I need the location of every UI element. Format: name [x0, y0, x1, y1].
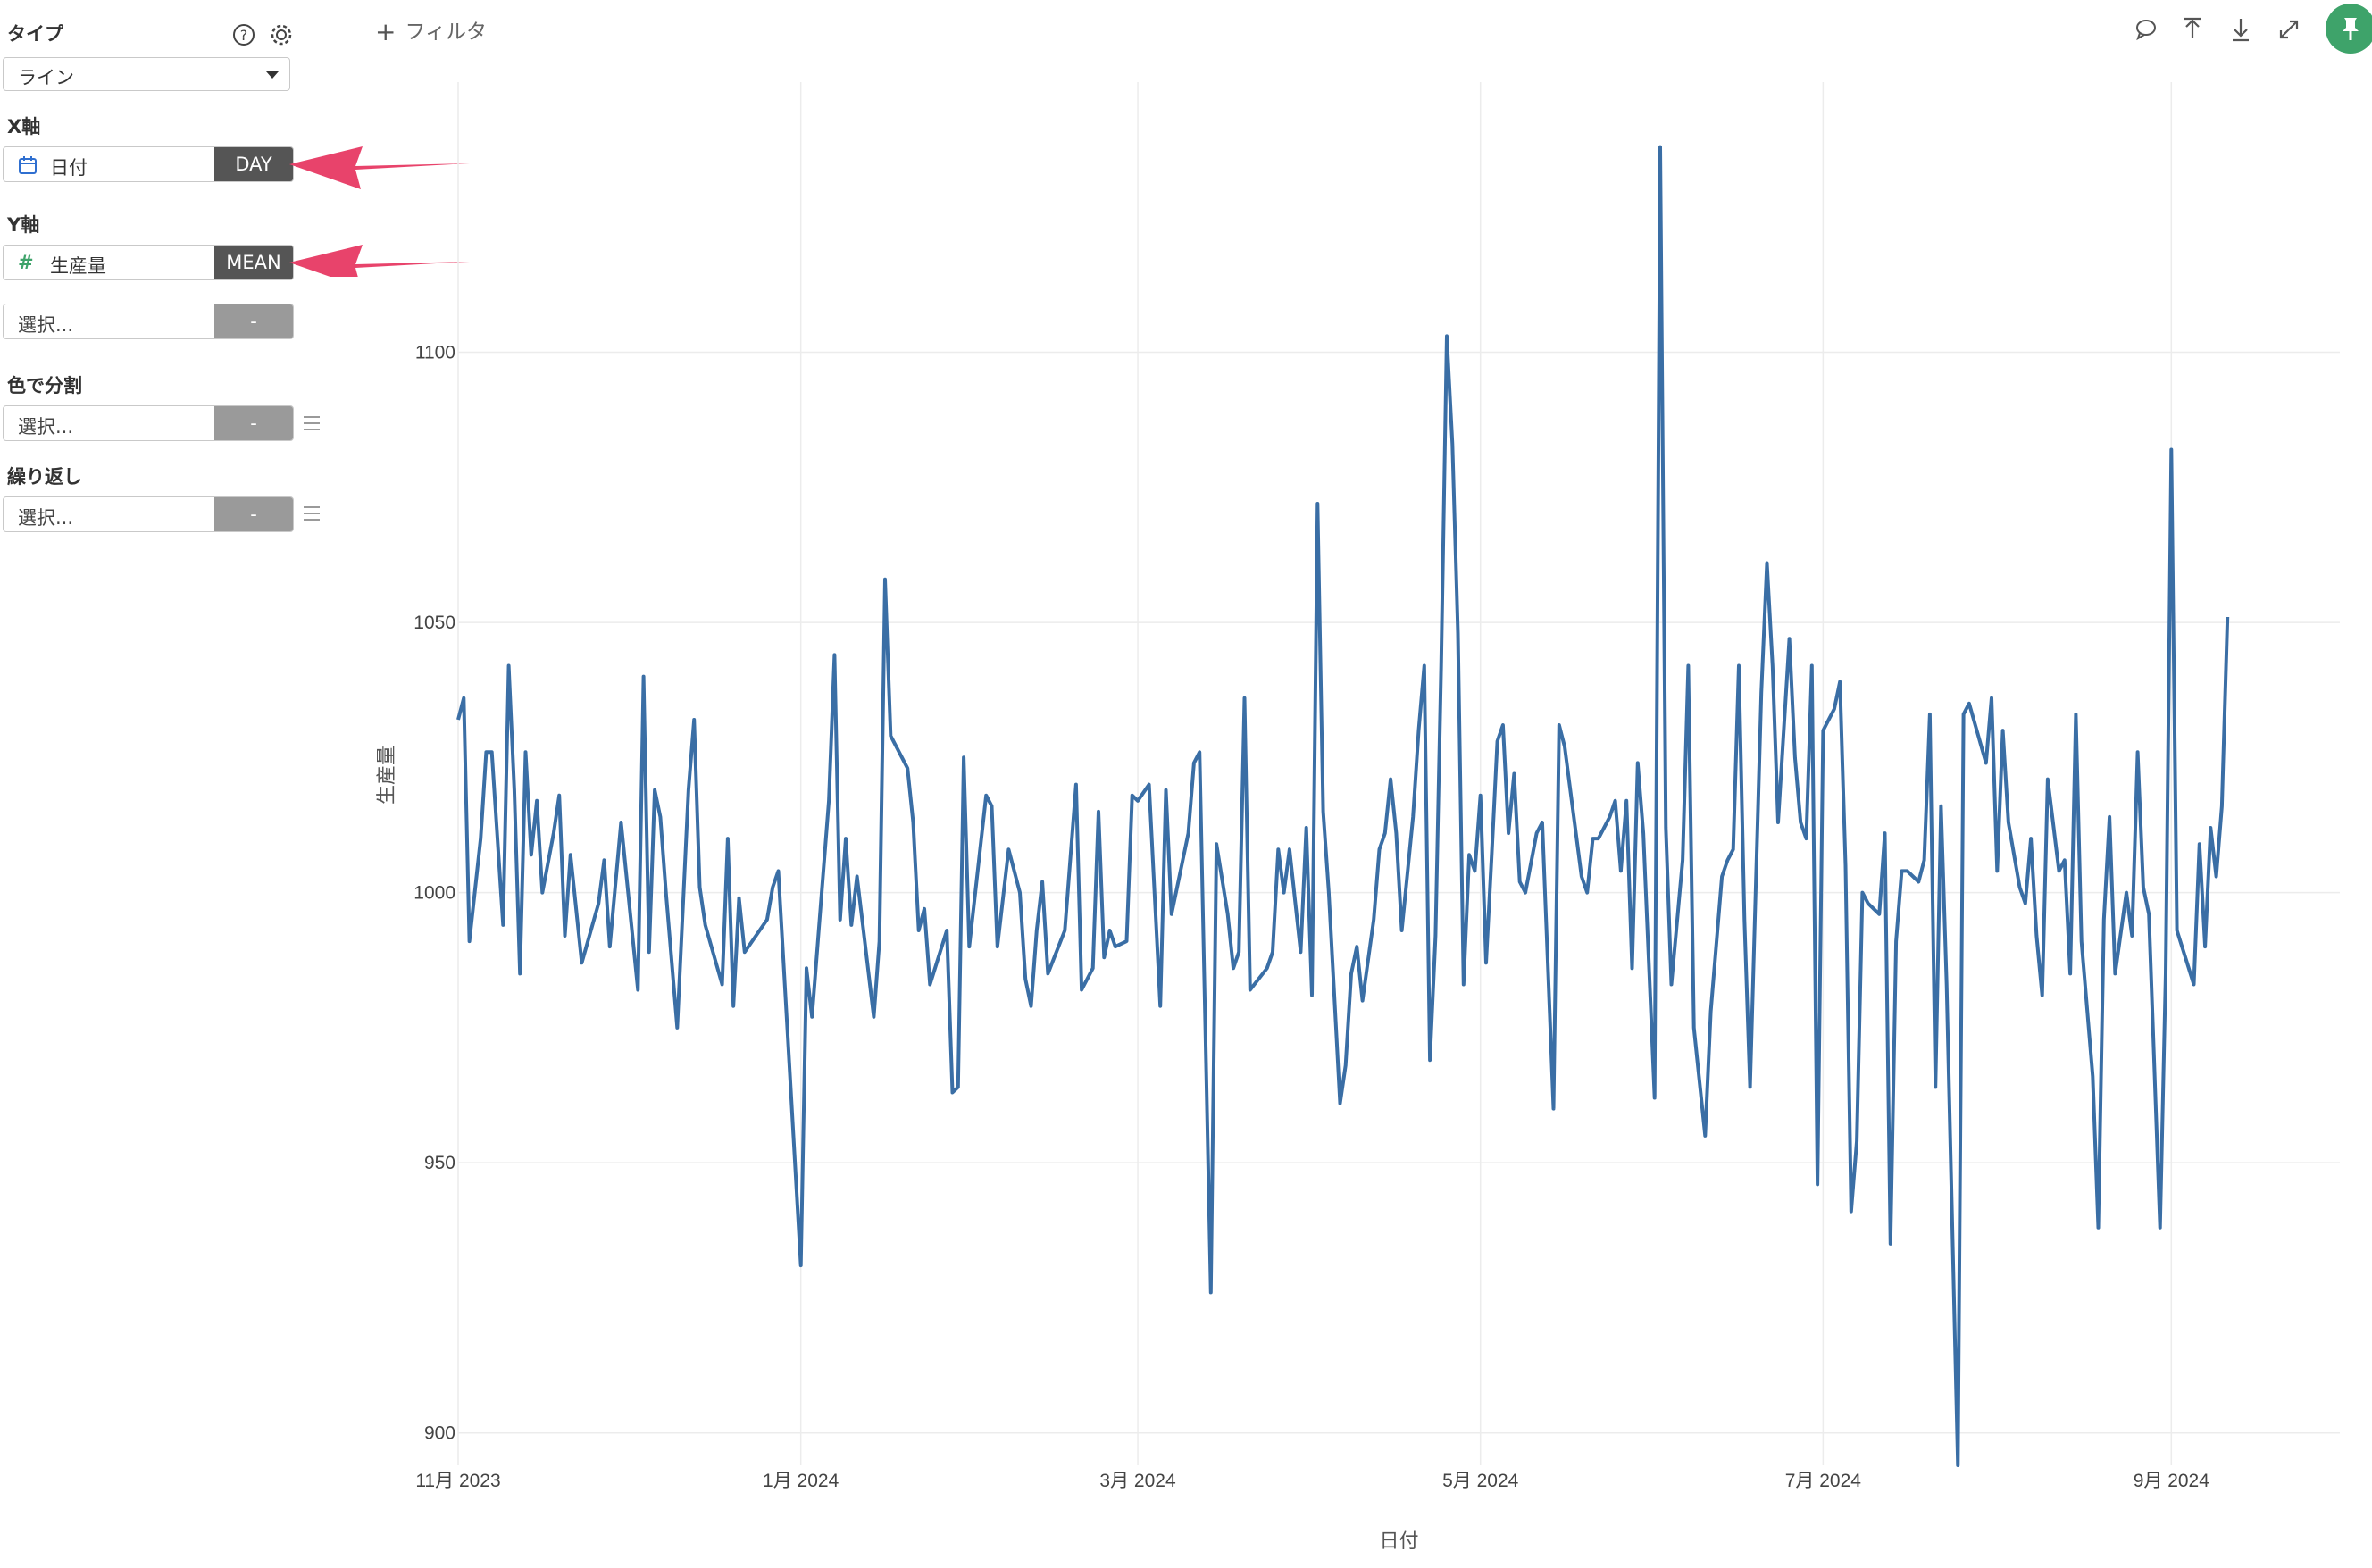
x-tick-label: 5月 2024 [1442, 1471, 1519, 1491]
svg-text:?: ? [240, 27, 248, 44]
y-tick-label: 1000 [413, 883, 455, 904]
x-tick-label: 9月 2024 [2134, 1471, 2210, 1491]
repeat-label: 繰り返し [7, 466, 82, 488]
download-icon[interactable] [2227, 16, 2254, 43]
x-tick-label: 11月 2023 [415, 1471, 500, 1491]
y-axis-field-name: 生産量 [50, 255, 106, 277]
series-line-production [456, 145, 2230, 1467]
arrow-to-y-aggregation [289, 245, 470, 277]
color-split-menu-icon[interactable] [304, 416, 320, 435]
y-axis-aggregation-button[interactable]: MEAN [214, 246, 293, 279]
color-split-label: 色で分割 [7, 375, 82, 396]
number-icon: # [18, 252, 34, 273]
annotation-arrows [289, 146, 470, 277]
pin-icon [2343, 18, 2359, 40]
y-axis-field-2-placeholder: 選択... [18, 314, 74, 336]
y-tick-label: 1100 [415, 343, 455, 363]
chart-grid [457, 82, 2340, 1465]
arrow-to-x-aggregation [289, 146, 470, 189]
y-axis-field-2[interactable]: 選択... - [3, 304, 294, 339]
pin-button[interactable] [2326, 4, 2372, 54]
x-axis-field-name: 日付 [50, 157, 88, 179]
chart-ticks: 11月 2023 1月 2024 3月 2024 5月 2024 7月 2024 9月 2… [413, 343, 2209, 1491]
expand-icon[interactable] [2276, 16, 2302, 43]
comment-icon[interactable] [2133, 16, 2159, 43]
chart-type-value: ライン [18, 67, 74, 88]
gear-icon[interactable] [270, 23, 293, 46]
x-tick-label: 7月 2024 [1785, 1471, 1862, 1491]
repeat-placeholder: 選択... [18, 507, 74, 529]
y-axis-field[interactable]: # 生産量 MEAN [3, 245, 294, 280]
x-tick-label: 3月 2024 [1099, 1471, 1176, 1491]
add-filter-button[interactable]: + フィルタ [375, 14, 487, 46]
x-axis-label: X軸 [7, 116, 41, 138]
chart-settings-sidebar: タイプ ? ライン X軸 日付 DAY Y軸 # 生産量 MEAN 選択... … [0, 0, 339, 1568]
repeat-field[interactable]: 選択... - [3, 496, 294, 532]
x-axis-field[interactable]: 日付 DAY [3, 146, 294, 182]
x-axis-aggregation-button[interactable]: DAY [214, 147, 293, 181]
y-tick-label: 1050 [413, 613, 455, 633]
chevron-down-icon [266, 71, 279, 79]
chart-type-select[interactable]: ライン [3, 57, 290, 91]
color-split-aggregation-button[interactable]: - [214, 406, 293, 440]
y-tick-label: 900 [424, 1423, 455, 1444]
color-split-placeholder: 選択... [18, 416, 74, 438]
plus-icon: + [375, 17, 397, 46]
upload-icon[interactable] [2179, 16, 2206, 43]
filter-label: フィルタ [405, 21, 488, 44]
color-split-field[interactable]: 選択... - [3, 405, 294, 441]
y-tick-label: 950 [424, 1153, 455, 1173]
repeat-aggregation-button[interactable]: - [214, 497, 293, 531]
calendar-icon [19, 156, 37, 174]
repeat-menu-icon[interactable] [304, 506, 320, 525]
y-axis-label: Y軸 [7, 214, 40, 236]
y-axis-2-aggregation-button[interactable]: - [214, 304, 293, 338]
help-icon[interactable]: ? [232, 23, 255, 46]
x-tick-label: 1月 2024 [763, 1471, 839, 1491]
y-axis-title: 生産量 [376, 746, 398, 805]
x-axis-title: 日付 [1379, 1530, 1418, 1553]
type-label: タイプ [7, 23, 63, 45]
